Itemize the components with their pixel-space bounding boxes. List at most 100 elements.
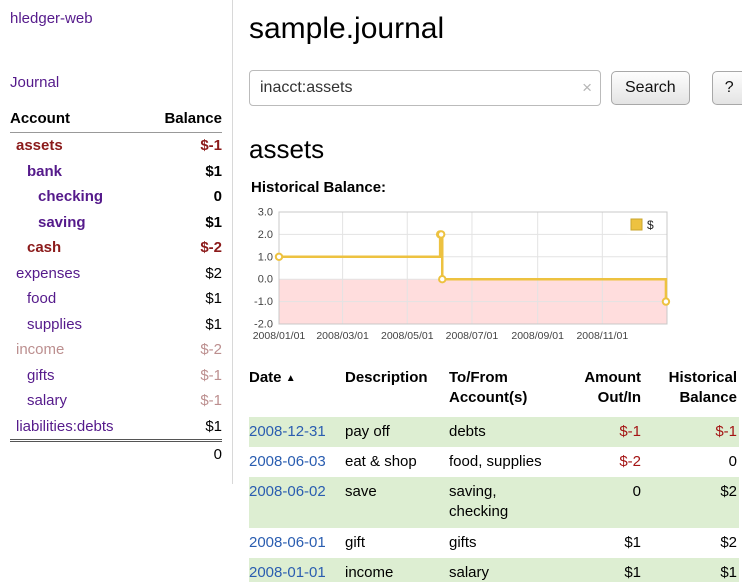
account-link[interactable]: cash [27,239,62,256]
column-header-description: Description [345,369,428,386]
account-balance: $-2 [200,341,222,358]
account-balance: $-1 [200,137,222,154]
account-link[interactable]: checking [38,188,104,205]
accounts-total-value: 0 [146,439,222,468]
account-balance: $1 [205,417,222,435]
account-row: checking 0 [10,184,222,210]
column-header-date[interactable]: Date ▲ [249,369,296,386]
account-balance: 0 [213,188,222,205]
total-spacer [10,439,147,468]
svg-text:2008/11/01: 2008/11/01 [576,330,628,342]
svg-text:-1.0: -1.0 [254,296,273,308]
account-balance: $-1 [200,392,222,409]
svg-text:$: $ [647,218,654,232]
date-link[interactable]: 2008-12-31 [249,422,326,440]
accounts-cell: debts [449,422,486,440]
account-link[interactable]: saving [38,213,86,231]
date-link[interactable]: 2008-01-01 [249,563,326,581]
help-button[interactable]: ? [711,71,742,105]
sort-asc-icon: ▲ [285,373,296,384]
account-link[interactable]: income [16,341,65,358]
account-link[interactable]: supplies [27,315,83,333]
account-row: expenses $2 [10,261,222,287]
balance-cell: 0 [728,452,737,470]
register-row: 2008-06-02 save saving, checking 0 $2 [249,477,739,528]
column-header-accounts: To/From Account(s) [449,369,528,407]
amount-cell: $1 [624,533,641,551]
sidebar: hledger-web Journal Account Balance asse… [0,0,233,484]
account-link[interactable]: expenses [16,264,81,282]
chart-title: Historical Balance: [251,179,387,196]
account-balance: $1 [205,315,222,333]
amount-cell: $-2 [619,452,641,470]
accounts-column-header: Account [10,107,147,133]
account-balance: $-1 [200,366,222,384]
description-cell: income [345,563,394,581]
svg-text:2008/07/01: 2008/07/01 [446,330,499,342]
balance-cell: $2 [720,483,737,500]
svg-text:1.0: 1.0 [258,251,273,263]
balance-cell: $2 [720,533,737,551]
svg-text:2.0: 2.0 [258,229,273,241]
search-button[interactable]: Search [611,71,690,105]
accounts-cell: food, supplies [449,452,542,470]
page-title: sample.journal [249,12,445,45]
account-balance: $-2 [200,239,222,256]
balance-cell: $-1 [715,422,737,440]
account-heading: assets [249,134,325,164]
search-input[interactable] [249,70,601,106]
accounts-cell: gifts [449,533,477,551]
account-balance: $1 [205,290,222,307]
svg-text:3.0: 3.0 [258,207,273,219]
description-cell: gift [345,533,366,551]
account-row: bank $1 [10,159,222,185]
svg-text:2008/05/01: 2008/05/01 [381,330,434,342]
register-row: 2008-12-31 pay off debts $-1 $-1 [249,416,739,447]
accounts-total-row: 0 [10,439,222,468]
svg-text:2008/03/01: 2008/03/01 [316,330,369,342]
balance-cell: $1 [720,563,737,581]
account-row: supplies $1 [10,312,222,338]
amount-cell: $1 [624,563,641,581]
description-cell: pay off [345,422,390,440]
amount-cell: $-1 [619,422,641,440]
account-row: food $1 [10,286,222,312]
register-row: 2008-01-01 income salary $1 $1 [249,557,739,582]
clear-search-icon[interactable]: × [582,78,592,97]
account-balance: $1 [205,162,222,180]
register-table: Date ▲ Description To/From Account(s) Am… [249,366,739,582]
account-row: gifts $-1 [10,363,222,389]
account-balance: $2 [205,264,222,282]
accounts-table: Account Balance assets $-1 bank $1 checking 0… [10,107,222,468]
account-balance: $1 [205,213,222,231]
balance-column-header: Balance [146,107,222,133]
account-row: liabilities:debts $1 [10,414,222,441]
svg-text:2008/01/01: 2008/01/01 [253,330,306,342]
account-row: cash $-2 [10,235,222,261]
column-header-balance: Historical Balance [668,369,737,407]
account-link[interactable]: salary [27,392,68,409]
date-link[interactable]: 2008-06-02 [249,483,326,500]
sidebar-item-journal[interactable]: Journal [10,74,60,91]
account-row: saving $1 [10,210,222,236]
description-cell: eat & shop [345,452,417,470]
main-content: sample.journal × Search ? assets Histori… [233,0,742,582]
account-row: salary $-1 [10,388,222,414]
app-title-link[interactable]: hledger-web [10,10,93,27]
account-row: assets $-1 [10,133,222,159]
account-link[interactable]: liabilities:debts [16,417,114,435]
date-link[interactable]: 2008-06-01 [249,533,326,551]
svg-text:-2.0: -2.0 [254,319,273,331]
column-header-amount: Amount Out/In [584,369,641,407]
description-cell: save [345,483,377,500]
accounts-cell: salary [449,563,490,581]
search-bar: × Search ? [249,70,742,106]
date-link[interactable]: 2008-06-03 [249,452,326,470]
account-link[interactable]: food [27,290,57,307]
svg-text:0.0: 0.0 [258,274,273,286]
account-link[interactable]: gifts [27,366,55,384]
account-link[interactable]: bank [27,162,63,180]
account-link[interactable]: assets [16,137,63,154]
